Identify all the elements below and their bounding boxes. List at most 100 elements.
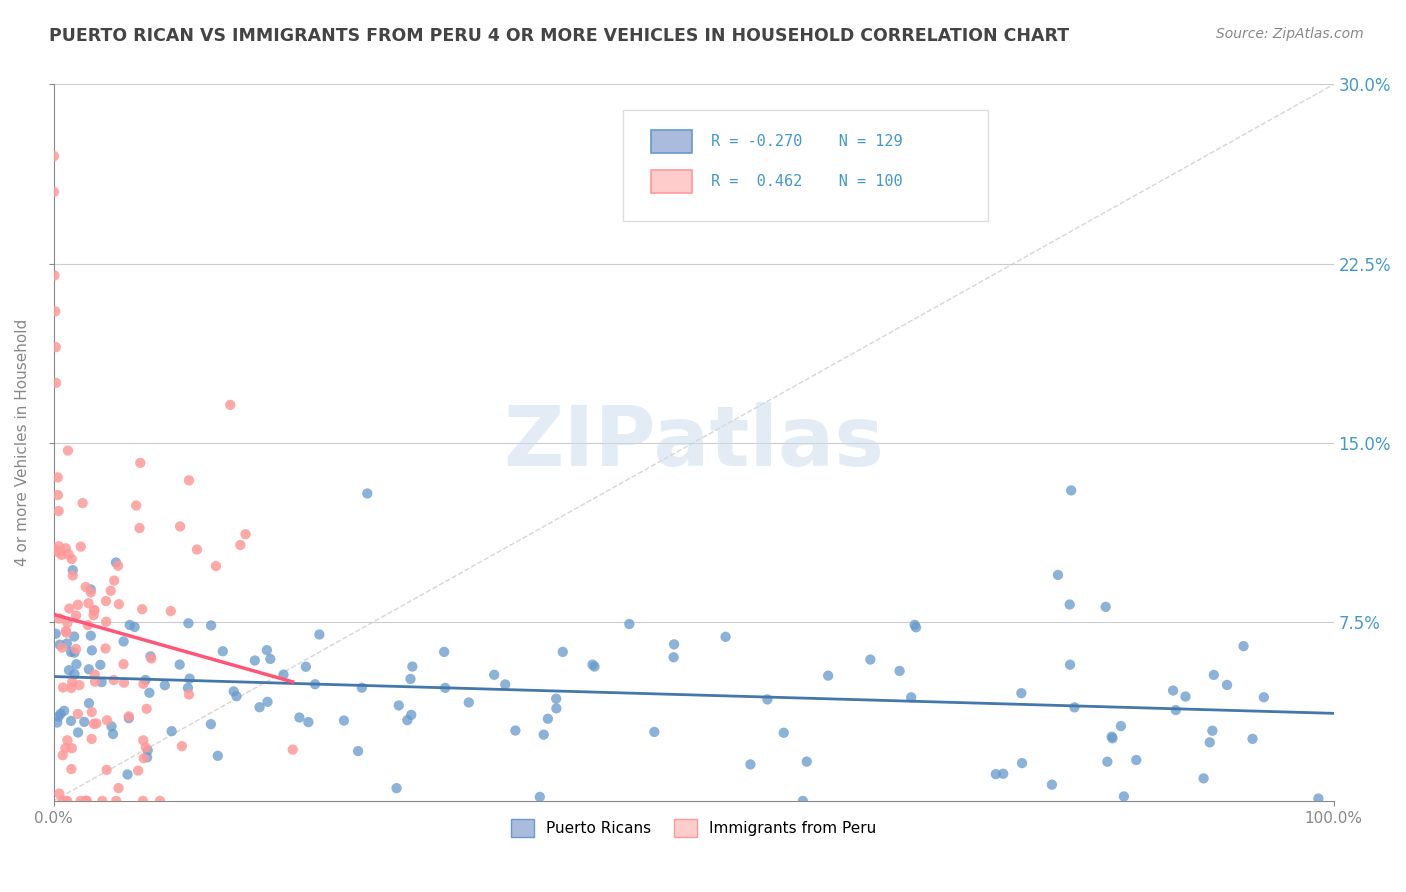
Point xyxy=(59,714,82,728)
Point xyxy=(48,504,70,518)
Point xyxy=(1164,703,1187,717)
Point xyxy=(141,651,163,665)
Point xyxy=(76,794,98,808)
Point xyxy=(308,627,330,641)
Point xyxy=(65,608,87,623)
Point xyxy=(69,794,91,808)
Point xyxy=(75,580,97,594)
Point xyxy=(60,552,83,566)
Point xyxy=(42,185,65,199)
Point xyxy=(200,618,222,632)
Point xyxy=(62,568,84,582)
Point xyxy=(67,725,90,739)
Point xyxy=(69,540,91,554)
Point xyxy=(177,616,200,631)
Point xyxy=(211,644,233,658)
Point xyxy=(77,596,100,610)
Point xyxy=(1201,723,1223,738)
Point xyxy=(46,470,69,484)
Point xyxy=(235,527,257,541)
Point xyxy=(94,641,117,656)
Point xyxy=(77,662,100,676)
Point xyxy=(100,583,122,598)
Point xyxy=(1010,686,1032,700)
Point xyxy=(135,702,157,716)
Point xyxy=(662,637,685,651)
Point xyxy=(75,794,97,808)
Point xyxy=(273,667,295,681)
Point xyxy=(160,724,183,739)
Point xyxy=(1101,730,1123,744)
Point xyxy=(1060,483,1083,498)
Point xyxy=(56,443,79,458)
Point xyxy=(1046,568,1069,582)
Point xyxy=(1094,599,1116,614)
Point xyxy=(80,585,103,599)
Point xyxy=(46,488,69,502)
Point xyxy=(56,794,79,808)
Point xyxy=(56,636,79,650)
Point xyxy=(108,597,131,611)
FancyBboxPatch shape xyxy=(623,110,988,220)
Point xyxy=(350,681,373,695)
Point xyxy=(333,714,356,728)
Point xyxy=(62,563,84,577)
Y-axis label: 4 or more Vehicles in Household: 4 or more Vehicles in Household xyxy=(15,319,30,566)
Point xyxy=(105,794,128,808)
Point xyxy=(65,642,87,657)
Point xyxy=(792,794,814,808)
Point xyxy=(399,707,422,722)
Point xyxy=(84,716,107,731)
Point xyxy=(304,677,326,691)
Point xyxy=(80,629,103,643)
Point xyxy=(63,667,86,681)
Point xyxy=(112,675,135,690)
Point xyxy=(103,574,125,588)
Point xyxy=(48,638,70,652)
Point xyxy=(45,543,67,558)
Point xyxy=(1112,789,1135,804)
Point xyxy=(48,787,70,801)
Point xyxy=(817,668,839,682)
Point xyxy=(127,764,149,778)
Text: Source: ZipAtlas.com: Source: ZipAtlas.com xyxy=(1216,27,1364,41)
Point xyxy=(482,667,505,681)
Point xyxy=(118,618,141,632)
Point xyxy=(132,794,155,808)
Point xyxy=(297,715,319,730)
Point xyxy=(55,624,77,639)
Point xyxy=(984,767,1007,781)
Point xyxy=(396,713,419,727)
Point xyxy=(772,725,794,739)
Point xyxy=(229,538,252,552)
Point xyxy=(740,757,762,772)
Point xyxy=(457,696,479,710)
Point xyxy=(48,709,70,723)
Point xyxy=(529,789,551,804)
Point xyxy=(132,733,155,747)
Point xyxy=(179,672,201,686)
Point xyxy=(83,604,105,618)
Text: R =  0.462    N = 100: R = 0.462 N = 100 xyxy=(711,174,903,189)
Legend: Puerto Ricans, Immigrants from Peru: Puerto Ricans, Immigrants from Peru xyxy=(505,813,883,844)
Point xyxy=(619,617,641,632)
Point xyxy=(44,304,66,318)
Point xyxy=(56,733,79,747)
Point xyxy=(256,695,278,709)
Point xyxy=(58,548,80,562)
Point xyxy=(993,766,1015,780)
Point xyxy=(205,559,228,574)
Point xyxy=(756,692,779,706)
Point xyxy=(1192,772,1215,786)
Point xyxy=(1059,657,1081,672)
Point xyxy=(132,677,155,691)
Point xyxy=(52,681,75,695)
Point xyxy=(537,712,560,726)
Point xyxy=(259,652,281,666)
Text: PUERTO RICAN VS IMMIGRANTS FROM PERU 4 OR MORE VEHICLES IN HOUSEHOLD CORRELATION: PUERTO RICAN VS IMMIGRANTS FROM PERU 4 O… xyxy=(49,27,1070,45)
Point xyxy=(83,667,105,681)
Point xyxy=(385,781,408,796)
Point xyxy=(66,598,89,612)
Point xyxy=(149,794,172,808)
Point xyxy=(63,646,86,660)
